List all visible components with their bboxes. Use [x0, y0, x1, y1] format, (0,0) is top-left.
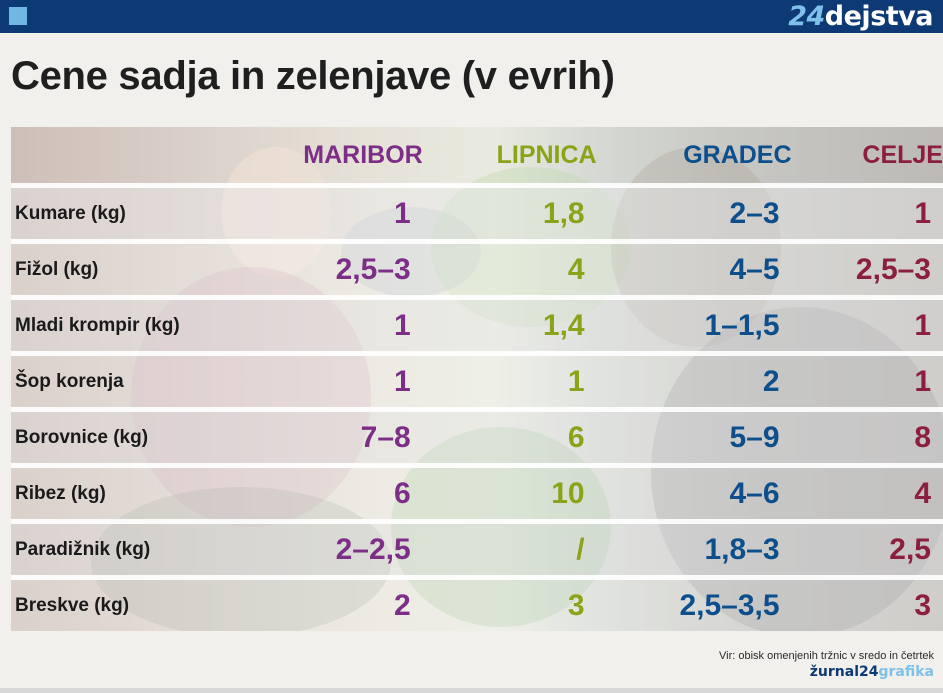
price-lipnica: 10	[422, 463, 597, 522]
bottom-divider	[0, 688, 943, 693]
row-label: Kumare (kg)	[11, 183, 215, 242]
column-header-celje: CELJE	[862, 140, 943, 169]
row-label: Breskve (kg)	[11, 575, 215, 631]
column-header-lipnica: LIPNICA	[496, 140, 597, 169]
price-celje: 1	[791, 295, 943, 354]
price-gradec: 2–3	[596, 183, 792, 242]
price-gradec: 2	[596, 351, 792, 410]
price-maribor: 7–8	[215, 407, 423, 466]
price-lipnica: 3	[422, 575, 597, 631]
price-maribor: 1	[215, 351, 423, 410]
table-row: Ribez (kg) 6 10 4–6 4	[11, 463, 943, 522]
row-label: Ribez (kg)	[11, 463, 215, 522]
price-celje: 2,5	[791, 519, 943, 578]
header-empty-cell	[11, 127, 215, 186]
table-row: Mladi krompir (kg) 1 1,4 1–1,5 1	[11, 295, 943, 354]
column-header-maribor: MARIBOR	[303, 140, 423, 169]
price-celje: 1	[791, 351, 943, 410]
row-label: Borovnice (kg)	[11, 407, 215, 466]
price-celje: 3	[791, 575, 943, 631]
price-gradec: 4–6	[596, 463, 792, 522]
table-header-row: MARIBOR LIPNICA GRADEC CELJE	[11, 127, 943, 186]
price-gradec: 4–5	[596, 239, 792, 298]
price-celje: 2,5–3	[791, 239, 943, 298]
table-row: Paradižnik (kg) 2–2,5 / 1,8–3 2,5	[11, 519, 943, 578]
price-lipnica: 1,4	[422, 295, 597, 354]
row-label: Paradižnik (kg)	[11, 519, 215, 578]
source-note: Vir: obisk omenjenih tržnic v sredo in č…	[719, 650, 934, 662]
table-row: Fižol (kg) 2,5–3 4 4–5 2,5–3	[11, 239, 943, 298]
price-celje: 1	[791, 183, 943, 242]
table-row: Šop korenja 1 1 2 1	[11, 351, 943, 410]
table-row: Breskve (kg) 2 3 2,5–3,5 3	[11, 575, 943, 631]
table-row: Kumare (kg) 1 1,8 2–3 1	[11, 183, 943, 242]
table-row: Borovnice (kg) 7–8 6 5–9 8	[11, 407, 943, 466]
price-gradec: 2,5–3,5	[596, 575, 792, 631]
blue-square-icon	[9, 7, 27, 25]
price-lipnica: 4	[422, 239, 597, 298]
top-bar: 24dejstva	[0, 0, 943, 33]
price-gradec: 5–9	[596, 407, 792, 466]
price-gradec: 1–1,5	[596, 295, 792, 354]
brand-logo: 24dejstva	[788, 1, 933, 32]
row-label: Fižol (kg)	[11, 239, 215, 298]
page-title: Cene sadja in zelenjave (v evrih)	[11, 54, 615, 98]
price-maribor: 2–2,5	[215, 519, 423, 578]
price-maribor: 2,5–3	[215, 239, 423, 298]
price-lipnica: /	[422, 519, 597, 578]
row-label: Šop korenja	[11, 351, 215, 410]
price-celje: 8	[791, 407, 943, 466]
price-maribor: 6	[215, 463, 423, 522]
price-lipnica: 1,8	[422, 183, 597, 242]
price-maribor: 1	[215, 295, 423, 354]
price-celje: 4	[791, 463, 943, 522]
price-maribor: 1	[215, 183, 423, 242]
price-gradec: 1,8–3	[596, 519, 792, 578]
graphics-credit-logo: žurnal24grafika	[809, 664, 934, 680]
price-table: MARIBOR LIPNICA GRADEC CELJE Kumare (kg)…	[11, 127, 943, 631]
price-lipnica: 1	[422, 351, 597, 410]
column-header-gradec: GRADEC	[683, 140, 792, 169]
price-maribor: 2	[215, 575, 423, 631]
row-label: Mladi krompir (kg)	[11, 295, 215, 354]
price-lipnica: 6	[422, 407, 597, 466]
